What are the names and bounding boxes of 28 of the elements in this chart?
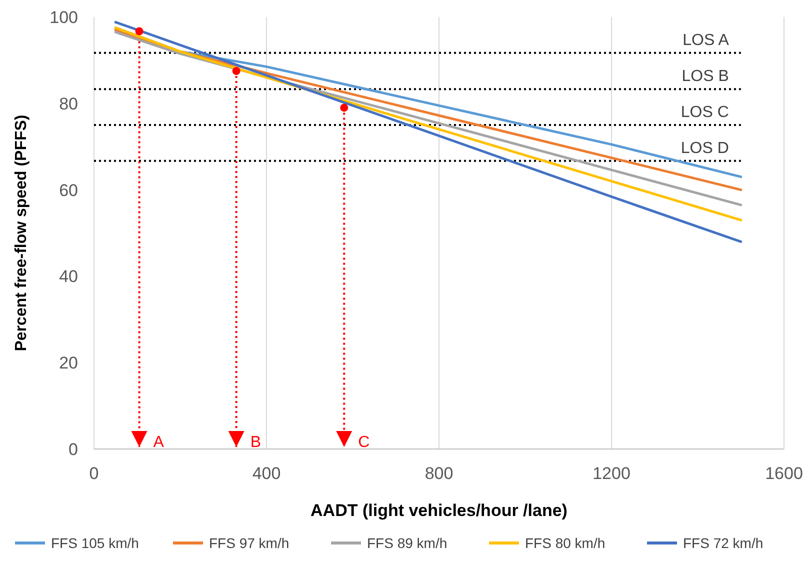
ref-line-label: LOS D xyxy=(680,140,729,157)
y-tick-label: 80 xyxy=(59,94,78,114)
x-tick-label: 800 xyxy=(424,464,454,483)
y-tick-label: 40 xyxy=(59,267,78,286)
x-axis-title: AADT (light vehicles/hour /lane) xyxy=(310,501,568,520)
point xyxy=(340,104,348,112)
point xyxy=(135,27,144,36)
x-tick-label: 1200 xyxy=(592,464,630,483)
ref-line-label: B xyxy=(250,434,261,451)
ref-line-label: C xyxy=(358,434,370,451)
y-tick-label: 100 xyxy=(50,8,78,27)
legend-label: FFS 72 km/h xyxy=(683,535,764,551)
ref-line-label: A xyxy=(153,434,164,451)
point xyxy=(232,67,240,75)
y-tick-label: 0 xyxy=(68,440,78,459)
y-axis-title: Percent free-flow speed (PFFS) xyxy=(13,114,30,352)
ref-line-label: LOS C xyxy=(680,104,729,121)
x-tick-label: 0 xyxy=(89,464,99,483)
x-tick-label: 1600 xyxy=(765,464,803,483)
y-tick-label: 60 xyxy=(59,180,78,200)
x-tick-label: 400 xyxy=(252,464,281,483)
legend-label: FFS 89 km/h xyxy=(367,535,448,551)
y-tick-label: 20 xyxy=(59,354,78,373)
legend-label: FFS 97 km/h xyxy=(209,535,290,551)
ref-line-label: LOS B xyxy=(682,68,729,86)
ref-line-label: LOS A xyxy=(682,32,730,49)
legend-label: FFS 105 km/h xyxy=(51,535,139,551)
legend-label: FFS 80 km/h xyxy=(525,535,606,551)
